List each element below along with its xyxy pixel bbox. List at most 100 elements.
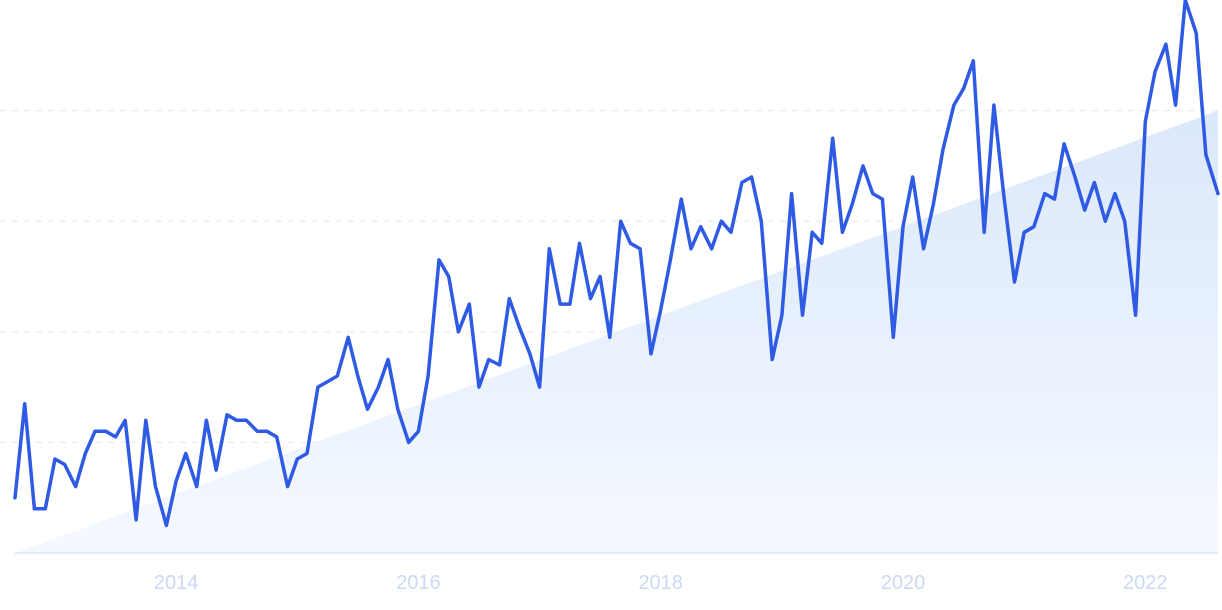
data-point [690, 247, 693, 250]
data-point [902, 225, 905, 228]
data-point [669, 258, 672, 261]
data-point [871, 192, 874, 195]
data-point [538, 386, 541, 389]
data-point [1134, 314, 1137, 317]
data-point [962, 87, 965, 90]
data-point [487, 358, 490, 361]
data-point [972, 59, 975, 62]
data-point [498, 364, 501, 367]
trend-area [15, 110, 1218, 553]
data-point [306, 452, 309, 455]
data-point [407, 441, 410, 444]
data-point [195, 485, 198, 488]
data-point [892, 336, 895, 339]
data-point [1093, 181, 1096, 184]
data-point [387, 358, 390, 361]
data-point [559, 303, 562, 306]
data-point [740, 181, 743, 184]
x-tick-label: 2020 [881, 572, 926, 594]
data-point [1104, 220, 1107, 223]
data-point [750, 176, 753, 179]
data-point [922, 247, 925, 250]
data-point [1063, 142, 1066, 145]
data-point [911, 176, 914, 179]
data-point [94, 430, 97, 433]
data-point [377, 386, 380, 389]
data-point [932, 203, 935, 206]
data-point [851, 203, 854, 206]
data-point [205, 419, 208, 422]
data-point [438, 258, 441, 261]
data-point [820, 242, 823, 245]
data-point [771, 358, 774, 361]
data-point [175, 480, 178, 483]
data-point [356, 375, 359, 378]
data-point [1114, 192, 1117, 195]
data-point [427, 375, 430, 378]
data-point [44, 507, 47, 510]
data-point [215, 469, 218, 472]
data-point [184, 452, 187, 455]
data-point [862, 164, 865, 167]
data-point [619, 220, 622, 223]
data-point [983, 231, 986, 234]
data-point [599, 275, 602, 278]
data-point [74, 485, 77, 488]
data-point [1032, 225, 1035, 228]
data-point [468, 303, 471, 306]
data-point [266, 430, 269, 433]
x-tick-label: 2014 [154, 572, 199, 594]
x-tick-label: 2018 [638, 572, 683, 594]
data-point [1204, 153, 1207, 156]
data-point [650, 352, 653, 355]
data-point [14, 496, 17, 499]
series-line [13, 0, 1220, 528]
data-point [316, 386, 319, 389]
data-point [1002, 192, 1005, 195]
data-point [518, 325, 521, 328]
data-point [801, 314, 804, 317]
x-tick-label: 2016 [396, 572, 441, 594]
data-point [396, 408, 399, 411]
data-point [659, 308, 662, 311]
data-point [63, 463, 66, 466]
data-point [114, 435, 117, 438]
data-point [54, 458, 57, 461]
data-point [831, 137, 834, 140]
data-point [144, 419, 147, 422]
data-point [790, 192, 793, 195]
x-axis-ticks: 2014 2016 2018 2020 2022 [154, 572, 1168, 594]
data-point [548, 247, 551, 250]
data-point [528, 352, 531, 355]
data-point [124, 419, 127, 422]
data-point [1053, 198, 1056, 201]
data-point [1043, 192, 1046, 195]
x-tick-label: 2022 [1123, 572, 1168, 594]
data-point [952, 104, 955, 107]
data-point [296, 458, 299, 461]
data-point [841, 231, 844, 234]
data-point [639, 247, 642, 250]
data-point [104, 430, 107, 433]
data-point [33, 507, 36, 510]
data-point [447, 275, 450, 278]
data-point [1023, 231, 1026, 234]
data-point [1217, 192, 1220, 195]
data-point [366, 408, 369, 411]
data-point [760, 220, 763, 223]
data-point [680, 198, 683, 201]
data-point [336, 375, 339, 378]
data-point [245, 419, 248, 422]
data-point [326, 380, 329, 383]
data-point [589, 297, 592, 300]
data-point [1164, 43, 1167, 46]
data-point [780, 314, 783, 317]
data-point [608, 336, 611, 339]
data-point [811, 231, 814, 234]
data-point [629, 242, 632, 245]
data-point [720, 220, 723, 223]
data-point [942, 148, 945, 151]
data-point [1083, 209, 1086, 212]
